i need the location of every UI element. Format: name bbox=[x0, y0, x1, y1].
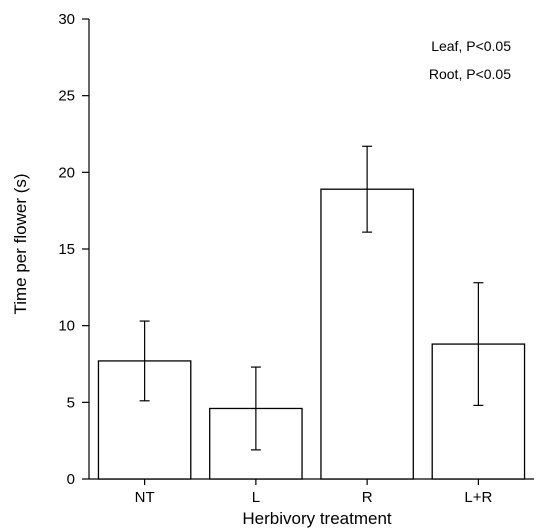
y-tick-label: 0 bbox=[67, 471, 75, 488]
y-tick-label: 25 bbox=[58, 88, 75, 105]
y-axis: 0 5 10 15 20 25 30 bbox=[58, 11, 90, 488]
y-tick-label: 5 bbox=[67, 394, 75, 411]
x-tick-label: R bbox=[362, 489, 373, 506]
annotation-root: Root, P<0.05 bbox=[429, 66, 511, 82]
bars bbox=[97, 145, 526, 480]
x-tick-label: NT bbox=[135, 489, 155, 506]
x-axis-title: Herbivory treatment bbox=[242, 509, 392, 528]
bar-r bbox=[320, 188, 414, 480]
y-tick-label: 30 bbox=[58, 11, 75, 28]
x-tick-label: L bbox=[252, 489, 260, 506]
y-tick-label: 20 bbox=[58, 164, 75, 181]
y-axis-title: Time per flower (s) bbox=[11, 173, 30, 314]
y-tick-label: 15 bbox=[58, 241, 75, 258]
annotation-leaf: Leaf, P<0.05 bbox=[431, 38, 511, 54]
x-tick-label: L+R bbox=[464, 489, 492, 506]
y-tick-label: 10 bbox=[58, 318, 75, 335]
x-axis: NT L R L+R bbox=[89, 478, 534, 506]
